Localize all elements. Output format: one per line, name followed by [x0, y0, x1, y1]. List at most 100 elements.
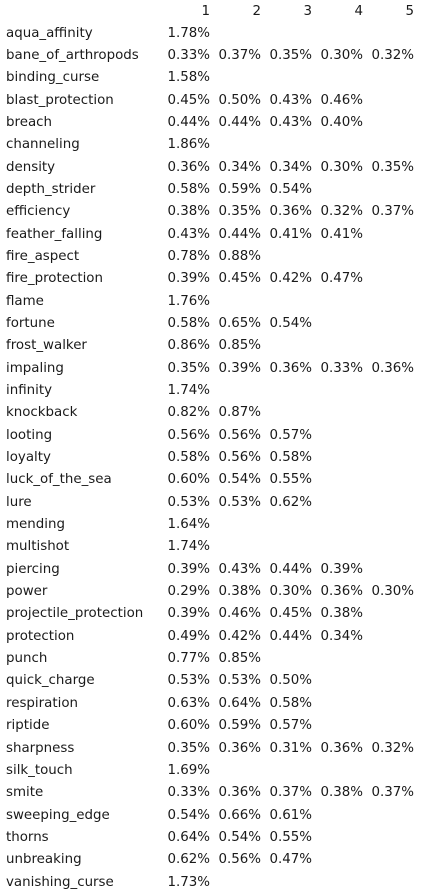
level-2-value: 0.66%	[218, 807, 261, 823]
level-3-value: 0.58%	[269, 695, 312, 711]
enchantment-name: lure	[6, 494, 32, 510]
level-1-value: 1.58%	[167, 70, 210, 86]
enchantment-name: binding_curse	[6, 70, 100, 86]
enchantment-name: piercing	[6, 561, 60, 577]
level-3-value: 0.37%	[269, 785, 312, 801]
level-2-value: 0.59%	[218, 718, 261, 734]
enchantment-name: mending	[6, 517, 65, 533]
table-row: respiration 0.63% 0.64% 0.58%	[0, 693, 429, 715]
enchantment-name: riptide	[6, 718, 50, 734]
level-1-value: 1.78%	[167, 25, 210, 41]
level-1-value: 0.39%	[167, 561, 210, 577]
table-body: aqua_affinity 1.78% bane_of_arthropods 0.33…	[0, 23, 429, 894]
table-row: binding_curse 1.58%	[0, 67, 429, 89]
level-2-value: 0.45%	[218, 271, 261, 287]
table-row: piercing 0.39% 0.43% 0.44% 0.39%	[0, 559, 429, 581]
level-2-value: 0.37%	[218, 47, 261, 63]
level-4-value: 0.34%	[320, 628, 363, 644]
level-3-value: 0.42%	[269, 271, 312, 287]
table-row: fire_protection 0.39% 0.45% 0.42% 0.47%	[0, 268, 429, 290]
enchantment-name: channeling	[6, 137, 80, 153]
level-5-value: 0.37%	[371, 204, 414, 220]
level-1-value: 1.74%	[167, 383, 210, 398]
table-row: density 0.36% 0.34% 0.34% 0.30% 0.35%	[0, 157, 429, 179]
enchantment-name: infinity	[6, 383, 53, 398]
table-row: mending 1.64%	[0, 514, 429, 536]
table-row: bane_of_arthropods 0.33% 0.37% 0.35% 0.30% 0.…	[0, 45, 429, 67]
level-1-value: 0.78%	[167, 248, 210, 264]
level-2-value: 0.43%	[218, 561, 261, 577]
enchantment-name: frost_walker	[6, 338, 87, 354]
table-row: depth_strider 0.58% 0.59% 0.54%	[0, 179, 429, 201]
table-row: impaling 0.35% 0.39% 0.36% 0.33% 0.36%	[0, 358, 429, 380]
level-1-value: 0.53%	[167, 673, 210, 689]
table-row: unbreaking 0.62% 0.56% 0.47%	[0, 849, 429, 871]
level-1-value: 0.86%	[167, 338, 210, 354]
level-1-value: 0.39%	[167, 606, 210, 622]
table-row: punch 0.77% 0.85%	[0, 648, 429, 670]
level-3-value: 0.44%	[269, 628, 312, 644]
level-3-value: 0.57%	[269, 718, 312, 734]
level-4-value: 0.39%	[320, 561, 363, 577]
level-3-value: 0.36%	[269, 360, 312, 376]
enchantment-name: punch	[6, 651, 48, 667]
level-1-value: 0.35%	[167, 740, 210, 756]
level-1-value: 0.33%	[167, 47, 210, 63]
table-row: sweeping_edge 0.54% 0.66% 0.61%	[0, 805, 429, 827]
level-3-value: 0.35%	[269, 47, 312, 63]
level-1-value: 0.54%	[167, 807, 210, 823]
table-row: projectile_protection 0.39% 0.46% 0.45% 0.38…	[0, 603, 429, 625]
level-5-value: 0.32%	[371, 740, 414, 756]
level-4-value: 0.33%	[320, 360, 363, 376]
level-3-value: 0.55%	[269, 472, 312, 488]
level-4-value: 0.30%	[320, 47, 363, 63]
table-row: frost_walker 0.86% 0.85%	[0, 335, 429, 357]
level-2-value: 0.44%	[218, 114, 261, 130]
level-1-value: 0.60%	[167, 718, 210, 734]
level-1-value: 1.69%	[167, 762, 210, 778]
enchantment-name: multishot	[6, 539, 70, 555]
table-row: looting 0.56% 0.56% 0.57%	[0, 425, 429, 447]
level-2-value: 0.54%	[218, 829, 261, 845]
table-row: infinity 1.74%	[0, 380, 429, 402]
level-3-value: 0.45%	[269, 606, 312, 622]
table-row: quick_charge 0.53% 0.53% 0.50%	[0, 670, 429, 692]
level-2-value: 0.88%	[218, 248, 261, 264]
level-3-value: 0.44%	[269, 561, 312, 577]
table-row: feather_falling 0.43% 0.44% 0.41% 0.41%	[0, 224, 429, 246]
table-row: riptide 0.60% 0.59% 0.57%	[0, 715, 429, 737]
enchantment-name: projectile_protection	[6, 606, 144, 622]
enchantment-name: unbreaking	[6, 852, 82, 868]
level-2-value: 0.56%	[218, 852, 261, 868]
level-3-value: 0.50%	[269, 673, 312, 689]
enchantment-name: flame	[6, 293, 44, 309]
enchantment-name: aqua_affinity	[6, 25, 93, 41]
level-2-value: 0.35%	[218, 204, 261, 220]
table-row: protection 0.49% 0.42% 0.44% 0.34%	[0, 626, 429, 648]
enchantment-name: impaling	[6, 360, 64, 376]
level-2-value: 0.34%	[218, 159, 261, 175]
enchantment-name: looting	[6, 427, 53, 443]
level-3-value: 0.30%	[269, 584, 312, 600]
table-row: thorns 0.64% 0.54% 0.55%	[0, 827, 429, 849]
enchantment-name: breach	[6, 114, 53, 130]
level-3-value: 0.31%	[269, 740, 312, 756]
column-header-5: 5	[405, 4, 414, 19]
enchantment-name: fire_protection	[6, 271, 103, 287]
level-5-value: 0.36%	[371, 360, 414, 376]
table-row: multishot 1.74%	[0, 536, 429, 558]
level-2-value: 0.87%	[218, 405, 261, 421]
level-1-value: 0.29%	[167, 584, 210, 600]
level-2-value: 0.85%	[218, 338, 261, 354]
level-3-value: 0.55%	[269, 829, 312, 845]
level-2-value: 0.50%	[218, 92, 261, 108]
level-1-value: 0.35%	[167, 360, 210, 376]
enchantment-name: luck_of_the_sea	[6, 472, 112, 488]
level-2-value: 0.54%	[218, 472, 261, 488]
level-4-value: 0.46%	[320, 92, 363, 108]
level-2-value: 0.59%	[218, 181, 261, 197]
level-3-value: 0.34%	[269, 159, 312, 175]
enchantment-name: vanishing_curse	[6, 874, 114, 890]
level-2-value: 0.36%	[218, 785, 261, 801]
